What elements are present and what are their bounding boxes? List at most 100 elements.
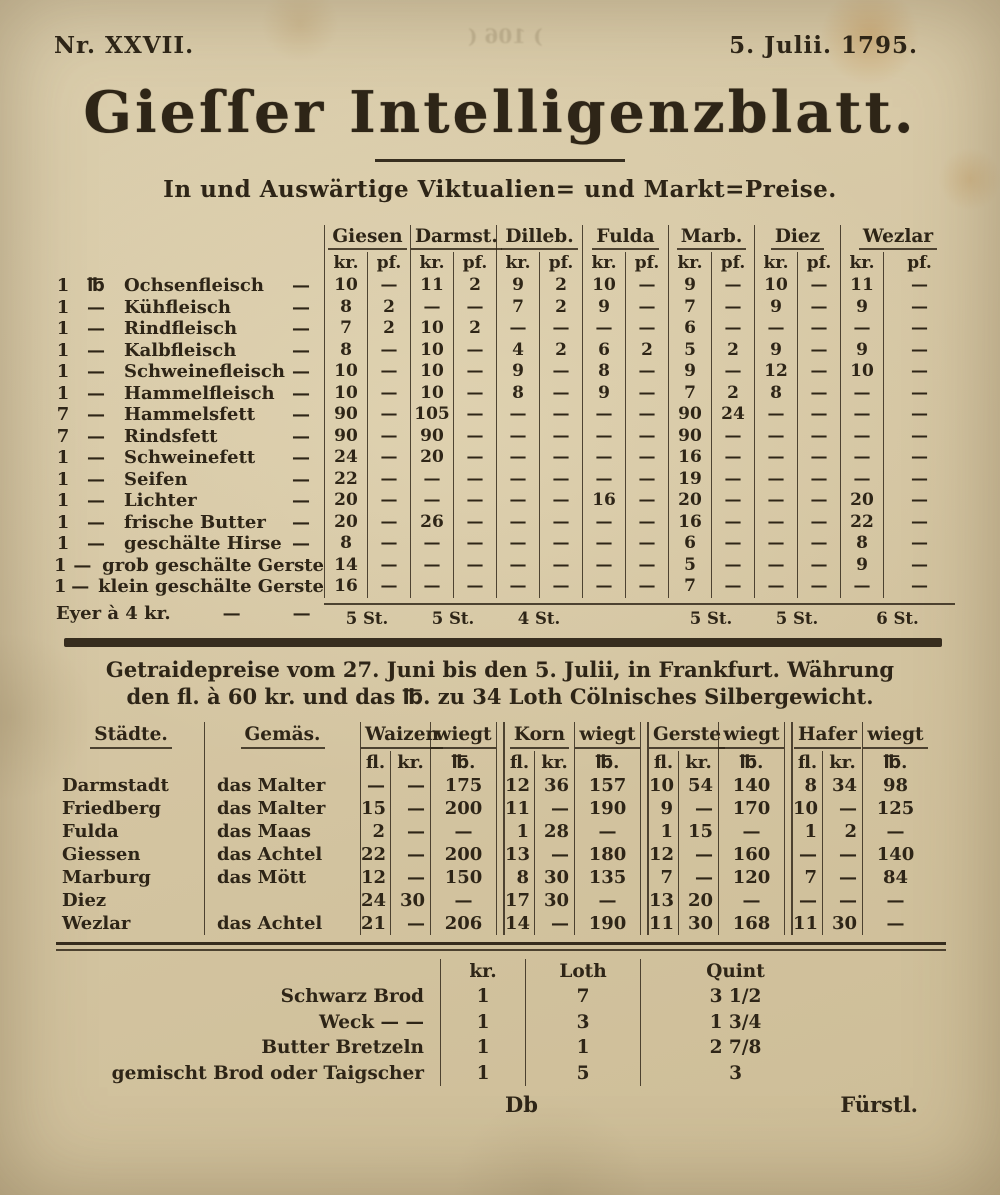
commodity-unit: ℔ [87, 275, 105, 296]
bread-loth-header: Loth [525, 958, 640, 984]
price-cell: 54 [678, 773, 718, 797]
price-cell: — [539, 447, 582, 469]
kr-header: kr. [668, 252, 711, 275]
price-cell: 30 [390, 888, 430, 912]
price-cell: 17 [504, 888, 534, 912]
gemaes-label: Gemäs. [240, 723, 325, 749]
weight-cell: — [862, 911, 928, 935]
commodity-unit: — [87, 468, 105, 490]
price-cell: 16 [668, 511, 711, 533]
price-cell: — [711, 468, 754, 490]
price-cell: 30 [534, 888, 574, 912]
price-cell: — [496, 318, 539, 340]
price-cell: — [360, 773, 390, 797]
eggs-value: 4 St. [496, 602, 582, 630]
bread-kr-header: kr. [440, 958, 525, 984]
commodity-label: 1 — Schweinefett — [52, 447, 324, 469]
bread-loth: 7 [525, 984, 640, 1010]
price-cell: — [496, 511, 539, 533]
market-row: 7— Hammelsfett —90—105— — — — —90 24— — — — [52, 404, 955, 426]
bread-kr: 1 [440, 984, 525, 1010]
price-cell: — [367, 533, 410, 555]
bread-loth: 3 [525, 1009, 640, 1035]
price-cell: — [534, 796, 574, 820]
market-unit-header: kr. pf. kr. pf. kr. pf. kr. pf. kr. pf. kr. pf. kr. p… [52, 252, 955, 275]
column-divider [784, 796, 792, 820]
price-cell: — [797, 318, 840, 340]
grain-city: Friedberg [62, 797, 161, 819]
staedte-header: Städte. [58, 722, 204, 751]
price-cell: — [797, 490, 840, 512]
price-cell: — [883, 533, 955, 555]
price-cell: — [840, 447, 883, 469]
kr-header: kr. [754, 252, 797, 275]
commodity-qty: 7 [56, 425, 70, 447]
price-cell: — [539, 318, 582, 340]
price-cell: — [410, 296, 453, 318]
commodity-qty: 1 [56, 511, 70, 533]
price-cell: 8 [324, 533, 367, 555]
price-cell: — [711, 425, 754, 447]
price-cell: — [539, 425, 582, 447]
price-cell: — [582, 404, 625, 426]
price-cell: 2 [360, 819, 390, 843]
grain-header: Städte. Gemäs. Waizen wiegt Korn wiegt Gerste w… [58, 721, 928, 751]
price-cell: 16 [324, 576, 367, 598]
price-cell: 30 [822, 911, 862, 935]
market-row: 1— Lichter —20— — — — —16—20— — —20— [52, 490, 955, 512]
bread-name: Weck — — [318, 1011, 424, 1033]
grain-city: Wezlar [62, 912, 131, 934]
issue-number: Nr. XXVII. [54, 32, 195, 59]
weight-cell: 200 [430, 842, 496, 866]
commodity-qty: 1 [54, 554, 67, 576]
market-row: 1— Rindfleisch —7 2 10 2— — — —6— — — — — [52, 318, 955, 340]
price-cell: — [754, 318, 797, 340]
market-row: 1— frische Butter —20—26— — — — —16— — —22— [52, 511, 955, 533]
price-cell: — [754, 425, 797, 447]
commodity-name: Hammelfleisch [124, 382, 275, 404]
bread-table: kr. Loth Quint Schwarz Brod 1 7 3 1/2 Weck —… [52, 958, 830, 1086]
price-cell: 13 [648, 888, 678, 912]
price-cell: — [390, 911, 430, 935]
price-cell: — [625, 296, 668, 318]
price-cell: 10 [324, 382, 367, 404]
price-cell: 36 [534, 773, 574, 797]
column-divider [496, 842, 504, 866]
price-cell: 7 [324, 318, 367, 340]
price-cell: — [840, 318, 883, 340]
wiegt-header: wiegt [862, 721, 928, 751]
wiegt-header: wiegt [430, 721, 496, 751]
commodity-unit: — [87, 447, 105, 468]
wiegt-label: wiegt [575, 723, 640, 749]
price-cell: — [883, 404, 955, 426]
price-cell: 20 [678, 888, 718, 912]
grain-name: Gerste [649, 723, 726, 749]
price-cell: — [496, 468, 539, 490]
eggs-label-text: Eyer à 4 kr. [56, 602, 171, 624]
price-cell: — [822, 796, 862, 820]
price-cell: — [797, 275, 840, 297]
price-cell: — [792, 842, 822, 866]
commodity-qty: 1 [56, 275, 70, 296]
price-cell: — [797, 382, 840, 404]
bread-table-body: Schwarz Brod 1 7 3 1/2 Weck — —1 3 1 3/4 Butter… [52, 984, 830, 1086]
bread-header-spacer [52, 959, 440, 985]
double-rule [56, 941, 946, 951]
price-cell: 9 [840, 339, 883, 361]
wiegt-label: wiegt [719, 723, 784, 749]
price-cell: — [797, 339, 840, 361]
grain-price-table: Städte. Gemäs. Waizen wiegt Korn wiegt Gerste w… [58, 721, 928, 935]
price-cell: 6 [582, 339, 625, 361]
price-cell: — [754, 490, 797, 512]
price-cell: — [496, 554, 539, 576]
weight-cell: 160 [718, 842, 784, 866]
commodity-qty: 1 [56, 361, 70, 382]
commodity-label: 1 — Kalbfleisch — [52, 340, 324, 362]
weight-cell: 125 [862, 796, 928, 820]
price-cell: 9 [754, 296, 797, 318]
column-divider [640, 773, 648, 797]
price-cell: — [797, 296, 840, 318]
price-cell: — [883, 339, 955, 361]
market-row: 7— Rindsfett —90—90— — — — —90— — — — — [52, 425, 955, 447]
price-cell: — [410, 554, 453, 576]
